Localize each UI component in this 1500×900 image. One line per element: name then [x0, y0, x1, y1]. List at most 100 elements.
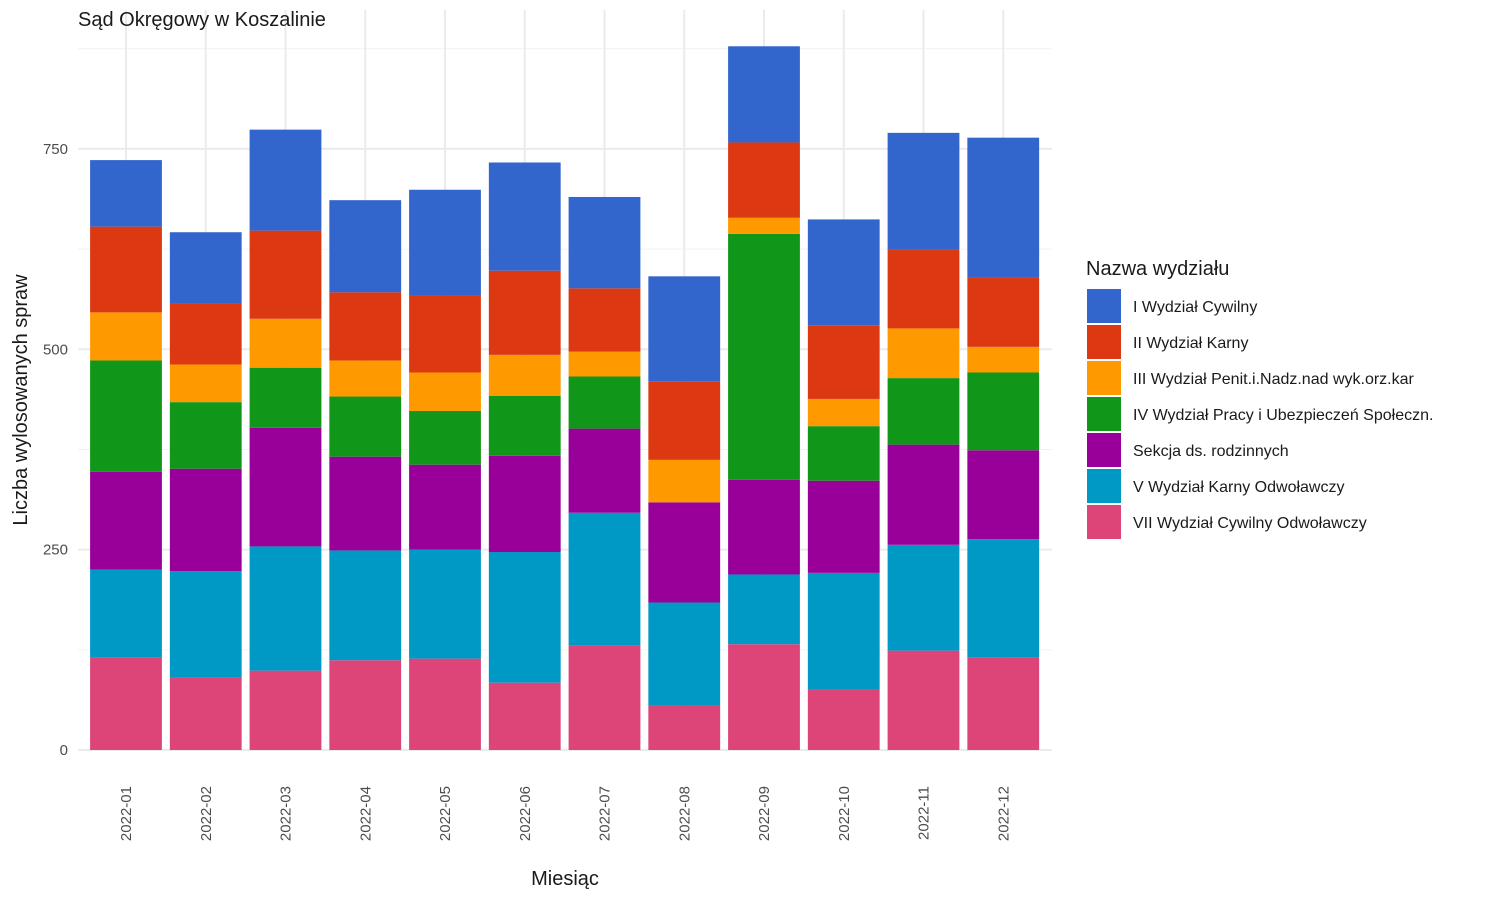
- y-tick-label: 500: [43, 341, 68, 358]
- x-tick-label: 2022-10: [836, 786, 853, 841]
- legend-title: Nazwa wydziału: [1086, 258, 1229, 280]
- bar-segment: [169, 571, 242, 678]
- y-axis-title: Liczba wylosowanych spraw: [10, 274, 32, 526]
- bar-segment: [728, 479, 800, 575]
- bar-segment: [409, 549, 481, 659]
- x-tick-label: 2022-08: [676, 786, 693, 841]
- bar-segment: [967, 450, 1040, 540]
- bar-segment: [967, 137, 1040, 278]
- bar-segment: [728, 644, 800, 750]
- legend-label: II Wydział Karny: [1133, 335, 1248, 352]
- bar-segment: [807, 480, 880, 573]
- bar-segment: [169, 468, 242, 572]
- bar-segment: [568, 376, 641, 429]
- x-tick-label: 2022-06: [517, 786, 534, 841]
- bar-segment: [807, 426, 880, 481]
- legend-label: I Wydział Cywilny: [1133, 299, 1257, 316]
- bar-segment: [728, 233, 800, 480]
- bar-segment: [488, 455, 561, 553]
- bar-segment: [329, 456, 402, 551]
- bar-segment: [728, 142, 800, 218]
- bar-segment: [249, 129, 322, 231]
- x-tick-label: 2022-12: [995, 786, 1012, 841]
- bar-segment: [887, 650, 960, 750]
- bar-segment: [90, 312, 162, 361]
- bar-segment: [728, 574, 800, 645]
- bar-segment: [409, 410, 481, 465]
- bar-segment: [807, 398, 880, 427]
- bar-segment: [568, 428, 641, 513]
- bar-segment: [488, 552, 561, 683]
- bar-segment: [90, 471, 162, 570]
- bar-segment: [967, 657, 1040, 750]
- legend-swatch: [1087, 397, 1121, 431]
- bar-segment: [90, 226, 162, 313]
- x-tick-label: 2022-11: [916, 786, 933, 840]
- bar-segment: [887, 544, 960, 651]
- bar-segment: [169, 677, 242, 750]
- bar-segment: [887, 378, 960, 445]
- bar-segment: [90, 360, 162, 472]
- bar-segment: [728, 217, 800, 234]
- bar-segment: [488, 395, 561, 456]
- x-axis-ticks: 2022-01 2022-02 2022-03 2022-04 2022-05 2022-…: [118, 786, 1012, 841]
- legend-label: IV Wydział Pracy i Ubezpieczeń Społeczn.: [1133, 407, 1433, 424]
- legend-swatch: [1087, 361, 1121, 395]
- x-tick-label: 2022-09: [756, 786, 773, 841]
- bar-segment: [329, 292, 402, 361]
- bar-segment: [648, 602, 721, 706]
- bar-segment: [967, 539, 1040, 658]
- x-tick-label: 2022-03: [278, 786, 295, 841]
- bar-segment: [568, 288, 641, 352]
- bar-segment: [807, 219, 880, 326]
- legend-label: V Wydział Karny Odwoławczy: [1133, 479, 1344, 496]
- bar-segment: [169, 364, 242, 403]
- bar-segment: [329, 360, 402, 397]
- x-tick-label: 2022-02: [198, 786, 215, 841]
- y-tick-label: 750: [43, 141, 68, 158]
- bar-segment: [648, 459, 721, 503]
- bar-segment: [568, 196, 641, 289]
- bar-segment: [807, 689, 880, 750]
- bar-segment: [249, 318, 322, 368]
- bar-segment: [967, 346, 1040, 373]
- bar-segment: [90, 657, 162, 750]
- bar-segment: [488, 162, 561, 271]
- bar-segment: [807, 572, 880, 690]
- x-tick-label: 2022-07: [597, 786, 614, 841]
- bar-segment: [329, 660, 402, 750]
- bar-segment: [90, 160, 162, 227]
- bar-segment: [807, 325, 880, 399]
- legend-swatch: [1087, 469, 1121, 503]
- bar-segment: [329, 396, 402, 457]
- bar-segment: [568, 645, 641, 750]
- y-axis-ticks: 0 250 500 750: [43, 141, 68, 759]
- bar-segment: [488, 270, 561, 355]
- bar-segment: [488, 354, 561, 396]
- bar-segment: [887, 132, 960, 250]
- bar-segment: [329, 200, 402, 293]
- bar-segment: [887, 328, 960, 379]
- bar-segment: [568, 351, 641, 377]
- bar-segment: [648, 276, 721, 382]
- bar-segment: [728, 46, 800, 143]
- bar-segment: [409, 464, 481, 550]
- bar-segment: [409, 372, 481, 411]
- legend-label: III Wydział Penit.i.Nadz.nad wyk.orz.kar: [1133, 371, 1415, 388]
- y-tick-label: 0: [60, 742, 68, 759]
- bar-segment: [169, 402, 242, 469]
- chart-title: Sąd Okręgowy w Koszalinie: [78, 9, 326, 31]
- bar-segment: [648, 381, 721, 460]
- legend-swatch: [1087, 289, 1121, 323]
- x-tick-label: 2022-05: [437, 786, 454, 841]
- y-tick-label: 250: [43, 542, 68, 559]
- bar-segment: [249, 427, 322, 547]
- bar-segment: [90, 569, 162, 658]
- bar-segment: [249, 367, 322, 428]
- bar-segment: [249, 230, 322, 319]
- bar-segment: [648, 502, 721, 603]
- legend-swatch: [1087, 505, 1121, 539]
- bars: [90, 46, 1040, 750]
- bar-segment: [887, 249, 960, 329]
